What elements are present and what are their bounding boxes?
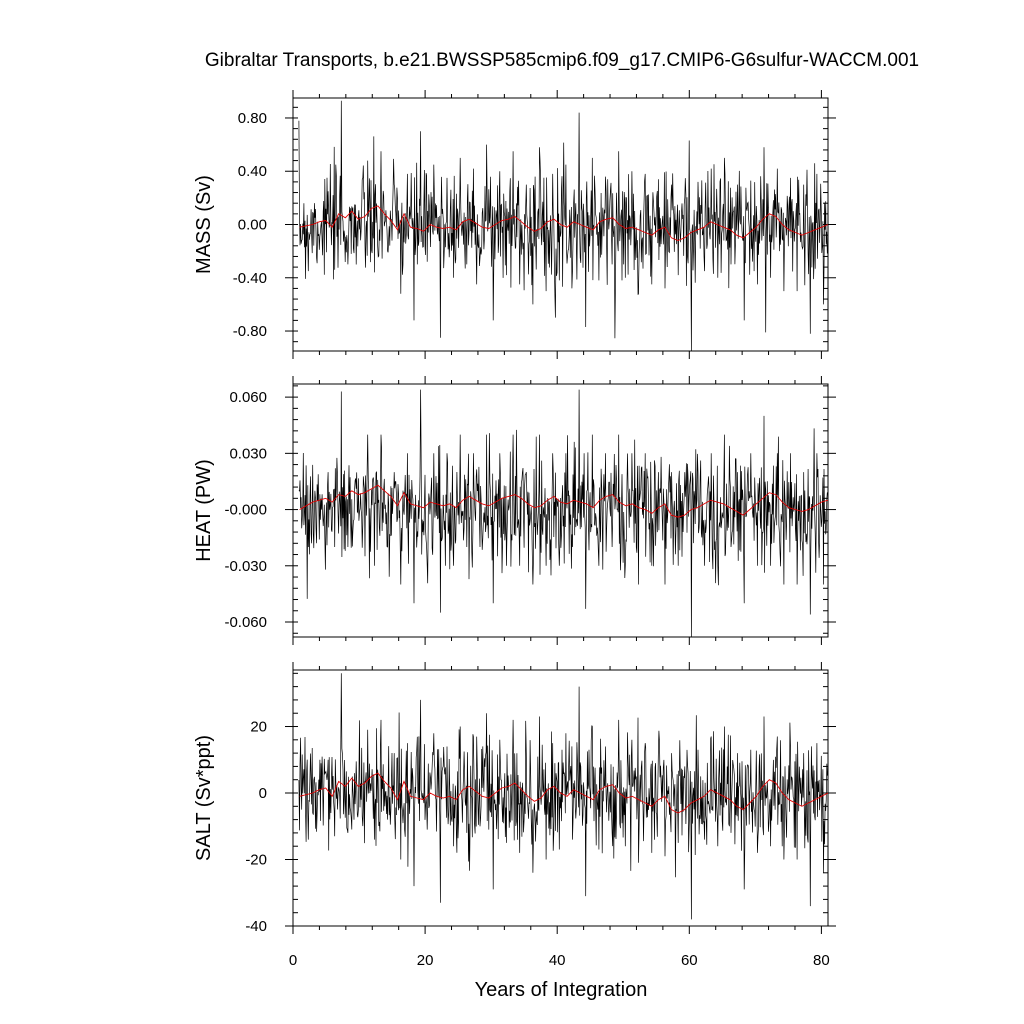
salt-y-tick-label: 20 xyxy=(250,719,267,736)
panel-heat: -0.060 -0.030 -0.000 0.030 0.060 HEAT (PW) xyxy=(193,376,836,645)
heat-y-tick-label: -0.000 xyxy=(224,502,267,519)
x-axis-label: Years of Integration xyxy=(475,979,648,1001)
mass-y-axis-label: MASS (Sv) xyxy=(193,175,215,274)
heat-y-axis-label: HEAT (PW) xyxy=(193,459,215,562)
mass-y-tick-label: -0.80 xyxy=(233,323,267,340)
mass-y-tick-label: -0.40 xyxy=(233,270,267,287)
x-tick-label: 60 xyxy=(681,952,698,969)
salt-smoothed-series xyxy=(299,772,828,814)
salt-monthly-series xyxy=(298,673,828,920)
mass-y-tick-label: 0.40 xyxy=(238,163,267,180)
panel-mass: -0.80 -0.40 0.00 0.40 0.80 MASS (Sv) xyxy=(193,90,836,359)
heat-y-tick-label: -0.030 xyxy=(224,558,267,575)
heat-y-tick-label: -0.060 xyxy=(224,614,267,631)
panel-salt: -40 -20 0 20 SALT (Sv*ppt) xyxy=(193,662,836,935)
heat-y-tick-label: 0.030 xyxy=(229,445,267,462)
mass-smoothed-series xyxy=(299,205,828,241)
x-tick-label: 40 xyxy=(549,952,566,969)
x-tick-label: 0 xyxy=(289,952,297,969)
chart-title: Gibraltar Transports, b.e21.BWSSP585cmip… xyxy=(205,50,919,71)
heat-smoothed-series xyxy=(299,484,828,518)
x-tick-label: 80 xyxy=(813,952,830,969)
mass-monthly-series xyxy=(298,100,828,351)
salt-plot-frame xyxy=(292,669,829,927)
x-axis-tick-labels: 0 20 40 60 80 xyxy=(289,952,830,969)
mass-y-tick-label: 0.80 xyxy=(238,110,267,127)
mass-y-tick-label: 0.00 xyxy=(238,217,267,234)
heat-monthly-series xyxy=(298,389,828,637)
heat-y-tick-label: 0.060 xyxy=(229,389,267,406)
salt-y-tick-label: -40 xyxy=(245,918,267,935)
x-tick-label: 20 xyxy=(417,952,434,969)
salt-y-tick-label: -20 xyxy=(245,852,267,869)
heat-plot-frame xyxy=(292,383,829,638)
salt-y-tick-label: 0 xyxy=(259,785,267,802)
salt-y-axis-label: SALT (Sv*ppt) xyxy=(193,735,215,861)
